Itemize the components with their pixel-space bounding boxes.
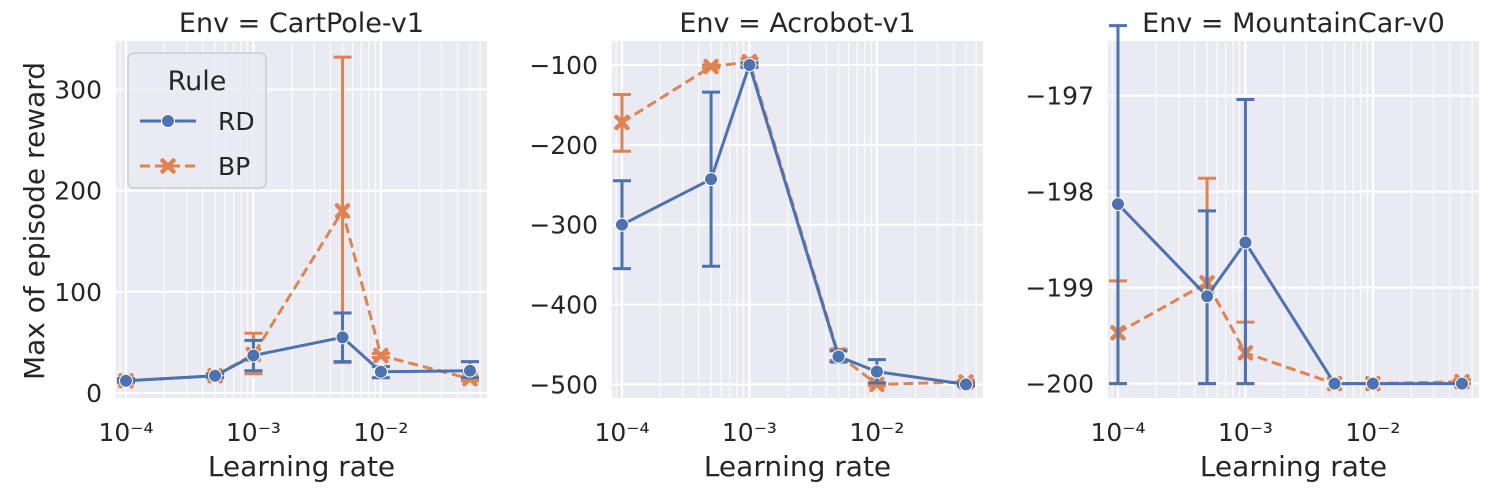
y-tick-label: 200 xyxy=(54,177,102,206)
y-tick-label: 0 xyxy=(86,379,102,408)
data-point-rd xyxy=(118,373,133,388)
legend-box xyxy=(127,52,267,189)
y-tick-label: 300 xyxy=(54,76,102,105)
data-point-bp xyxy=(869,376,885,393)
data-point-bp xyxy=(334,203,351,219)
series-line-rd xyxy=(1116,203,1462,386)
data-point-rd xyxy=(208,368,223,383)
y-tick-label: −198 xyxy=(1025,178,1094,207)
y-tick-label: −100 xyxy=(529,51,598,80)
y-tick-label: 100 xyxy=(54,278,102,307)
x-axis-label: Learning rate xyxy=(208,450,395,483)
data-point-bp xyxy=(373,347,389,364)
x-tick-label: 10⁻⁴ xyxy=(98,418,153,447)
y-tick-label: −500 xyxy=(529,370,598,399)
legend-label-rd: RD xyxy=(218,107,255,136)
data-point-rd xyxy=(373,364,388,379)
data-point-rd xyxy=(1238,235,1253,250)
data-point-rd xyxy=(462,363,477,378)
x-tick-label: 10⁻² xyxy=(353,418,408,447)
x-axis-label: Learning rate xyxy=(704,450,891,483)
y-tick-label: −400 xyxy=(529,291,598,320)
panels: 10⁻⁴ 10⁻³ 10⁻² 0 100 200 300 Env = CartPole-v1 L… xyxy=(54,8,1479,483)
y-tick-label: −300 xyxy=(529,211,598,240)
data-point-rd xyxy=(958,377,973,392)
series-rd xyxy=(1108,24,1469,391)
y-tick-label: −197 xyxy=(1025,82,1094,111)
legend-item-bp: BP xyxy=(140,152,250,181)
legend-marker-bp xyxy=(160,158,176,174)
data-point-bp xyxy=(703,58,719,75)
x-tick-label: 10⁻³ xyxy=(1218,418,1273,447)
data-point-rd xyxy=(1454,376,1469,391)
y-tick-label: −200 xyxy=(1025,370,1094,399)
data-point-rd xyxy=(1110,197,1125,212)
x-tick-label: 10⁻⁴ xyxy=(594,418,649,447)
legend-title: Rule xyxy=(168,66,227,97)
x-tick-label: 10⁻³ xyxy=(226,418,281,447)
legend: Rule RD BP xyxy=(127,52,267,189)
x-axis-label: Learning rate xyxy=(1200,450,1387,483)
y-axis-label: Max of episode reward xyxy=(18,62,51,380)
legend-item-rd: RD xyxy=(140,107,255,136)
x-tick-label: 10⁻⁴ xyxy=(1090,418,1145,447)
series-line-bp xyxy=(621,60,967,386)
legend-marker-rd xyxy=(161,114,175,128)
y-tick-label: −200 xyxy=(529,131,598,160)
series-rd xyxy=(612,57,975,392)
data-point-rd xyxy=(1365,376,1380,391)
panel-3: 10⁻⁴ 10⁻³ 10⁻² −197 −198 −199 −200 Env = Mounta… xyxy=(1025,8,1479,483)
data-point-rd xyxy=(704,172,719,187)
series-line-bp xyxy=(125,209,471,383)
series-line-rd xyxy=(125,335,471,383)
panel-title: Env = CartPole-v1 xyxy=(179,8,424,39)
panel-title: Env = MountainCar-v0 xyxy=(1142,8,1445,39)
data-point-rd xyxy=(742,57,757,72)
x-tick-label: 10⁻³ xyxy=(722,418,777,447)
legend-label-bp: BP xyxy=(218,152,250,181)
data-point-rd xyxy=(831,349,846,364)
data-point-rd xyxy=(869,364,884,379)
data-point-rd xyxy=(1327,376,1342,391)
x-tick-label: 10⁻² xyxy=(849,418,904,447)
plot-area xyxy=(1108,41,1479,398)
series-line-bp xyxy=(1117,281,1463,386)
data-point-rd xyxy=(335,330,350,345)
panel-title: Env = Acrobot-v1 xyxy=(679,8,915,39)
panel-1: 10⁻⁴ 10⁻³ 10⁻² 0 100 200 300 Env = CartPole-v1 L… xyxy=(54,8,487,483)
data-point-rd xyxy=(1200,289,1215,304)
series-rd xyxy=(116,311,479,388)
data-point-rd xyxy=(246,348,261,363)
data-point-rd xyxy=(614,217,629,232)
y-tick-label: −199 xyxy=(1025,274,1094,303)
x-tick-label: 10⁻² xyxy=(1345,418,1400,447)
data-point-bp xyxy=(614,114,630,131)
panel-2: 10⁻⁴ 10⁻³ 10⁻² −100 −200 −300 −400 −500 Env = Ac… xyxy=(529,8,983,483)
series-line-rd xyxy=(621,63,967,386)
